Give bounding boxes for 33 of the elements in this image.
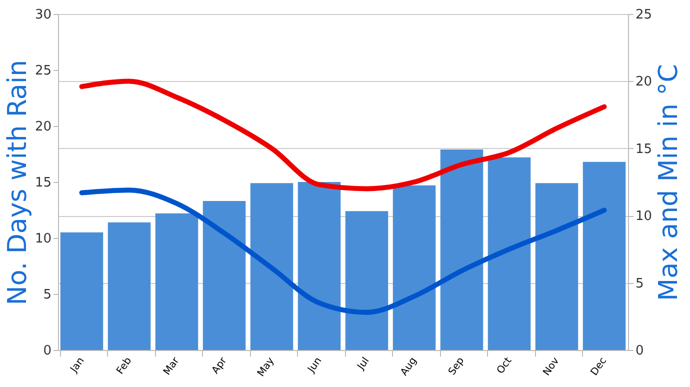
bar <box>108 222 151 350</box>
y-tick-label: 0 <box>43 344 52 358</box>
y-tick-label: 25 <box>34 64 52 78</box>
x-tick-label: Jul <box>355 356 372 373</box>
y-tick-label: 30 <box>34 8 52 22</box>
x-tick-label: Feb <box>114 356 134 376</box>
y2-tick-label: 25 <box>636 8 652 22</box>
y-axis-title: No. Days with Rain <box>2 60 33 306</box>
y-tick-label: 5 <box>43 288 52 302</box>
y-tick-label: 10 <box>34 232 52 246</box>
bar <box>202 201 246 350</box>
x-tick-label: Jan <box>68 356 87 376</box>
bar <box>155 213 198 350</box>
bar <box>440 150 484 350</box>
bar <box>535 183 578 350</box>
y2-tick-label: 20 <box>636 74 652 90</box>
y2-tick-label: 10 <box>636 209 652 224</box>
y2-tick-label: 0 <box>636 344 644 358</box>
bar <box>60 232 104 350</box>
bar <box>298 182 341 350</box>
bar <box>582 162 626 350</box>
bar <box>392 185 436 350</box>
y2-tick-label: 15 <box>636 142 652 157</box>
y-tick-label: 15 <box>34 176 52 190</box>
y2-axis-title: Max and Min in °C <box>654 64 684 301</box>
x-tick-label: Sep <box>446 356 467 378</box>
bar <box>488 157 531 350</box>
x-tick-label: Oct <box>495 356 514 376</box>
bar <box>345 211 388 350</box>
y-tick-label: 20 <box>34 120 52 134</box>
bar <box>250 183 294 350</box>
y2-tick-label: 5 <box>636 276 644 292</box>
x-tick-label: Jun <box>306 356 324 376</box>
